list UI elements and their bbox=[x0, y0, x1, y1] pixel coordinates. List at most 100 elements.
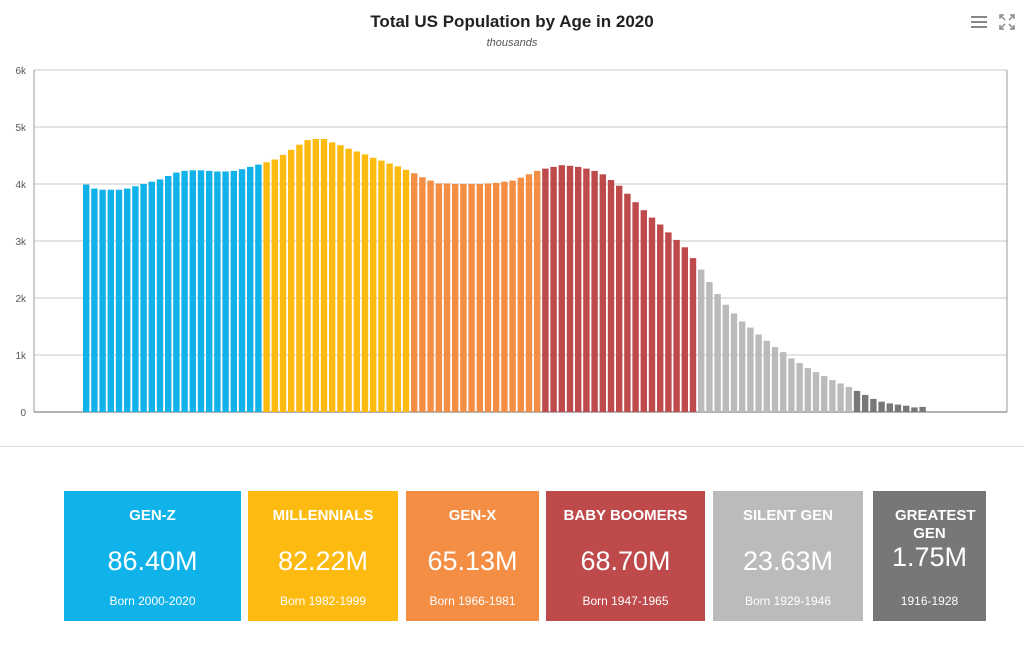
population-bar[interactable] bbox=[673, 239, 680, 412]
population-bar[interactable] bbox=[279, 154, 287, 412]
population-bar[interactable] bbox=[230, 170, 237, 412]
population-bar[interactable] bbox=[566, 165, 574, 412]
population-bar[interactable] bbox=[427, 180, 434, 412]
population-bar[interactable] bbox=[173, 172, 180, 412]
population-bar[interactable] bbox=[534, 170, 541, 412]
population-bar[interactable] bbox=[386, 163, 393, 413]
population-bar[interactable] bbox=[911, 407, 918, 412]
population-bar[interactable] bbox=[591, 170, 598, 412]
population-bar[interactable] bbox=[345, 148, 352, 412]
population-bar[interactable] bbox=[501, 181, 508, 412]
population-bar[interactable] bbox=[411, 173, 418, 412]
population-bar[interactable] bbox=[165, 176, 172, 412]
population-bar[interactable] bbox=[648, 217, 656, 412]
population-bar[interactable] bbox=[394, 166, 401, 412]
population-bar[interactable] bbox=[821, 376, 828, 412]
population-bar[interactable] bbox=[714, 294, 721, 412]
population-bar[interactable] bbox=[706, 282, 713, 412]
population-bar[interactable] bbox=[616, 185, 623, 412]
population-bar[interactable] bbox=[353, 151, 360, 413]
population-bar[interactable] bbox=[476, 184, 483, 412]
population-bar[interactable] bbox=[91, 188, 98, 412]
population-bar[interactable] bbox=[894, 404, 902, 412]
population-bar[interactable] bbox=[156, 179, 164, 412]
population-bar[interactable] bbox=[435, 183, 442, 412]
population-bar[interactable] bbox=[509, 180, 516, 412]
population-bar[interactable] bbox=[583, 168, 590, 412]
population-bar[interactable] bbox=[329, 142, 336, 412]
population-bar[interactable] bbox=[124, 188, 131, 412]
population-bar[interactable] bbox=[558, 165, 565, 412]
population-bar[interactable] bbox=[443, 183, 451, 412]
population-bar[interactable] bbox=[878, 401, 885, 412]
population-bar[interactable] bbox=[812, 372, 820, 412]
population-bar[interactable] bbox=[115, 189, 123, 412]
population-bar[interactable] bbox=[271, 159, 278, 413]
population-bar[interactable] bbox=[698, 269, 705, 413]
population-bar[interactable] bbox=[837, 383, 844, 413]
population-bar[interactable] bbox=[378, 160, 385, 412]
population-bar[interactable] bbox=[632, 202, 639, 412]
fullscreen-expand-icon[interactable] bbox=[999, 14, 1015, 30]
population-bar[interactable] bbox=[214, 171, 221, 413]
population-bar[interactable] bbox=[886, 403, 893, 412]
population-bar[interactable] bbox=[238, 169, 246, 412]
population-bar[interactable] bbox=[361, 154, 369, 412]
population-bar[interactable] bbox=[755, 334, 762, 413]
population-bar[interactable] bbox=[796, 363, 803, 412]
population-bar[interactable] bbox=[640, 210, 647, 412]
population-bar[interactable] bbox=[181, 170, 188, 412]
population-bar[interactable] bbox=[189, 170, 196, 412]
population-bar[interactable] bbox=[263, 162, 270, 412]
population-bar[interactable] bbox=[517, 177, 524, 412]
population-bar[interactable] bbox=[853, 390, 861, 412]
population-bar[interactable] bbox=[804, 368, 811, 412]
population-bar[interactable] bbox=[771, 347, 779, 412]
population-bar[interactable] bbox=[222, 171, 229, 413]
population-bar[interactable] bbox=[468, 184, 475, 412]
population-bar[interactable] bbox=[657, 224, 664, 413]
population-bar[interactable] bbox=[763, 340, 770, 413]
population-bar[interactable] bbox=[419, 177, 426, 412]
population-bar[interactable] bbox=[599, 174, 606, 412]
population-bar[interactable] bbox=[919, 406, 926, 412]
population-bar[interactable] bbox=[452, 184, 459, 412]
population-bar[interactable] bbox=[493, 182, 500, 412]
population-bar[interactable] bbox=[247, 166, 254, 412]
population-bar[interactable] bbox=[370, 157, 377, 412]
population-bar[interactable] bbox=[304, 140, 311, 412]
population-bar[interactable] bbox=[862, 394, 869, 412]
population-bar[interactable] bbox=[575, 166, 582, 412]
population-bar[interactable] bbox=[320, 139, 328, 412]
population-bar[interactable] bbox=[722, 304, 729, 412]
population-bar[interactable] bbox=[903, 405, 910, 412]
population-bar[interactable] bbox=[312, 139, 319, 412]
population-bar[interactable] bbox=[624, 193, 631, 412]
population-bar[interactable] bbox=[845, 386, 852, 412]
population-bar[interactable] bbox=[788, 358, 795, 412]
population-bar[interactable] bbox=[739, 321, 746, 412]
population-bar[interactable] bbox=[542, 168, 549, 412]
population-bar[interactable] bbox=[689, 258, 697, 412]
population-bar[interactable] bbox=[484, 183, 492, 412]
population-bar[interactable] bbox=[747, 327, 754, 412]
population-bar[interactable] bbox=[607, 180, 615, 412]
population-bar[interactable] bbox=[288, 149, 295, 413]
population-bar[interactable] bbox=[148, 181, 155, 412]
population-bar[interactable] bbox=[870, 398, 877, 412]
population-bar[interactable] bbox=[665, 232, 672, 412]
population-bar[interactable] bbox=[140, 184, 147, 412]
population-bar[interactable] bbox=[107, 189, 114, 412]
population-bar[interactable] bbox=[296, 144, 303, 412]
population-bar[interactable] bbox=[206, 170, 213, 412]
hamburger-menu-icon[interactable] bbox=[970, 14, 988, 30]
population-bar[interactable] bbox=[780, 352, 787, 412]
population-bar[interactable] bbox=[99, 189, 106, 412]
population-bar[interactable] bbox=[132, 186, 139, 412]
population-bar[interactable] bbox=[337, 145, 344, 412]
population-bar[interactable] bbox=[402, 169, 410, 413]
population-bar[interactable] bbox=[525, 174, 533, 412]
population-bar[interactable] bbox=[83, 184, 90, 412]
population-bar[interactable] bbox=[460, 184, 467, 412]
population-bar[interactable] bbox=[197, 170, 205, 412]
